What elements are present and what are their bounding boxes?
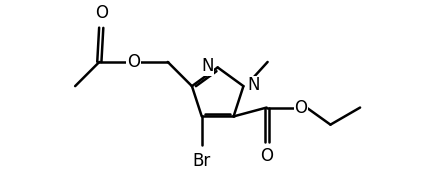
Text: N: N — [247, 76, 260, 94]
Text: O: O — [260, 147, 273, 165]
Text: Br: Br — [192, 152, 211, 170]
Text: O: O — [95, 4, 108, 22]
Text: O: O — [127, 53, 140, 71]
Text: O: O — [294, 98, 308, 117]
Text: N: N — [201, 57, 214, 75]
